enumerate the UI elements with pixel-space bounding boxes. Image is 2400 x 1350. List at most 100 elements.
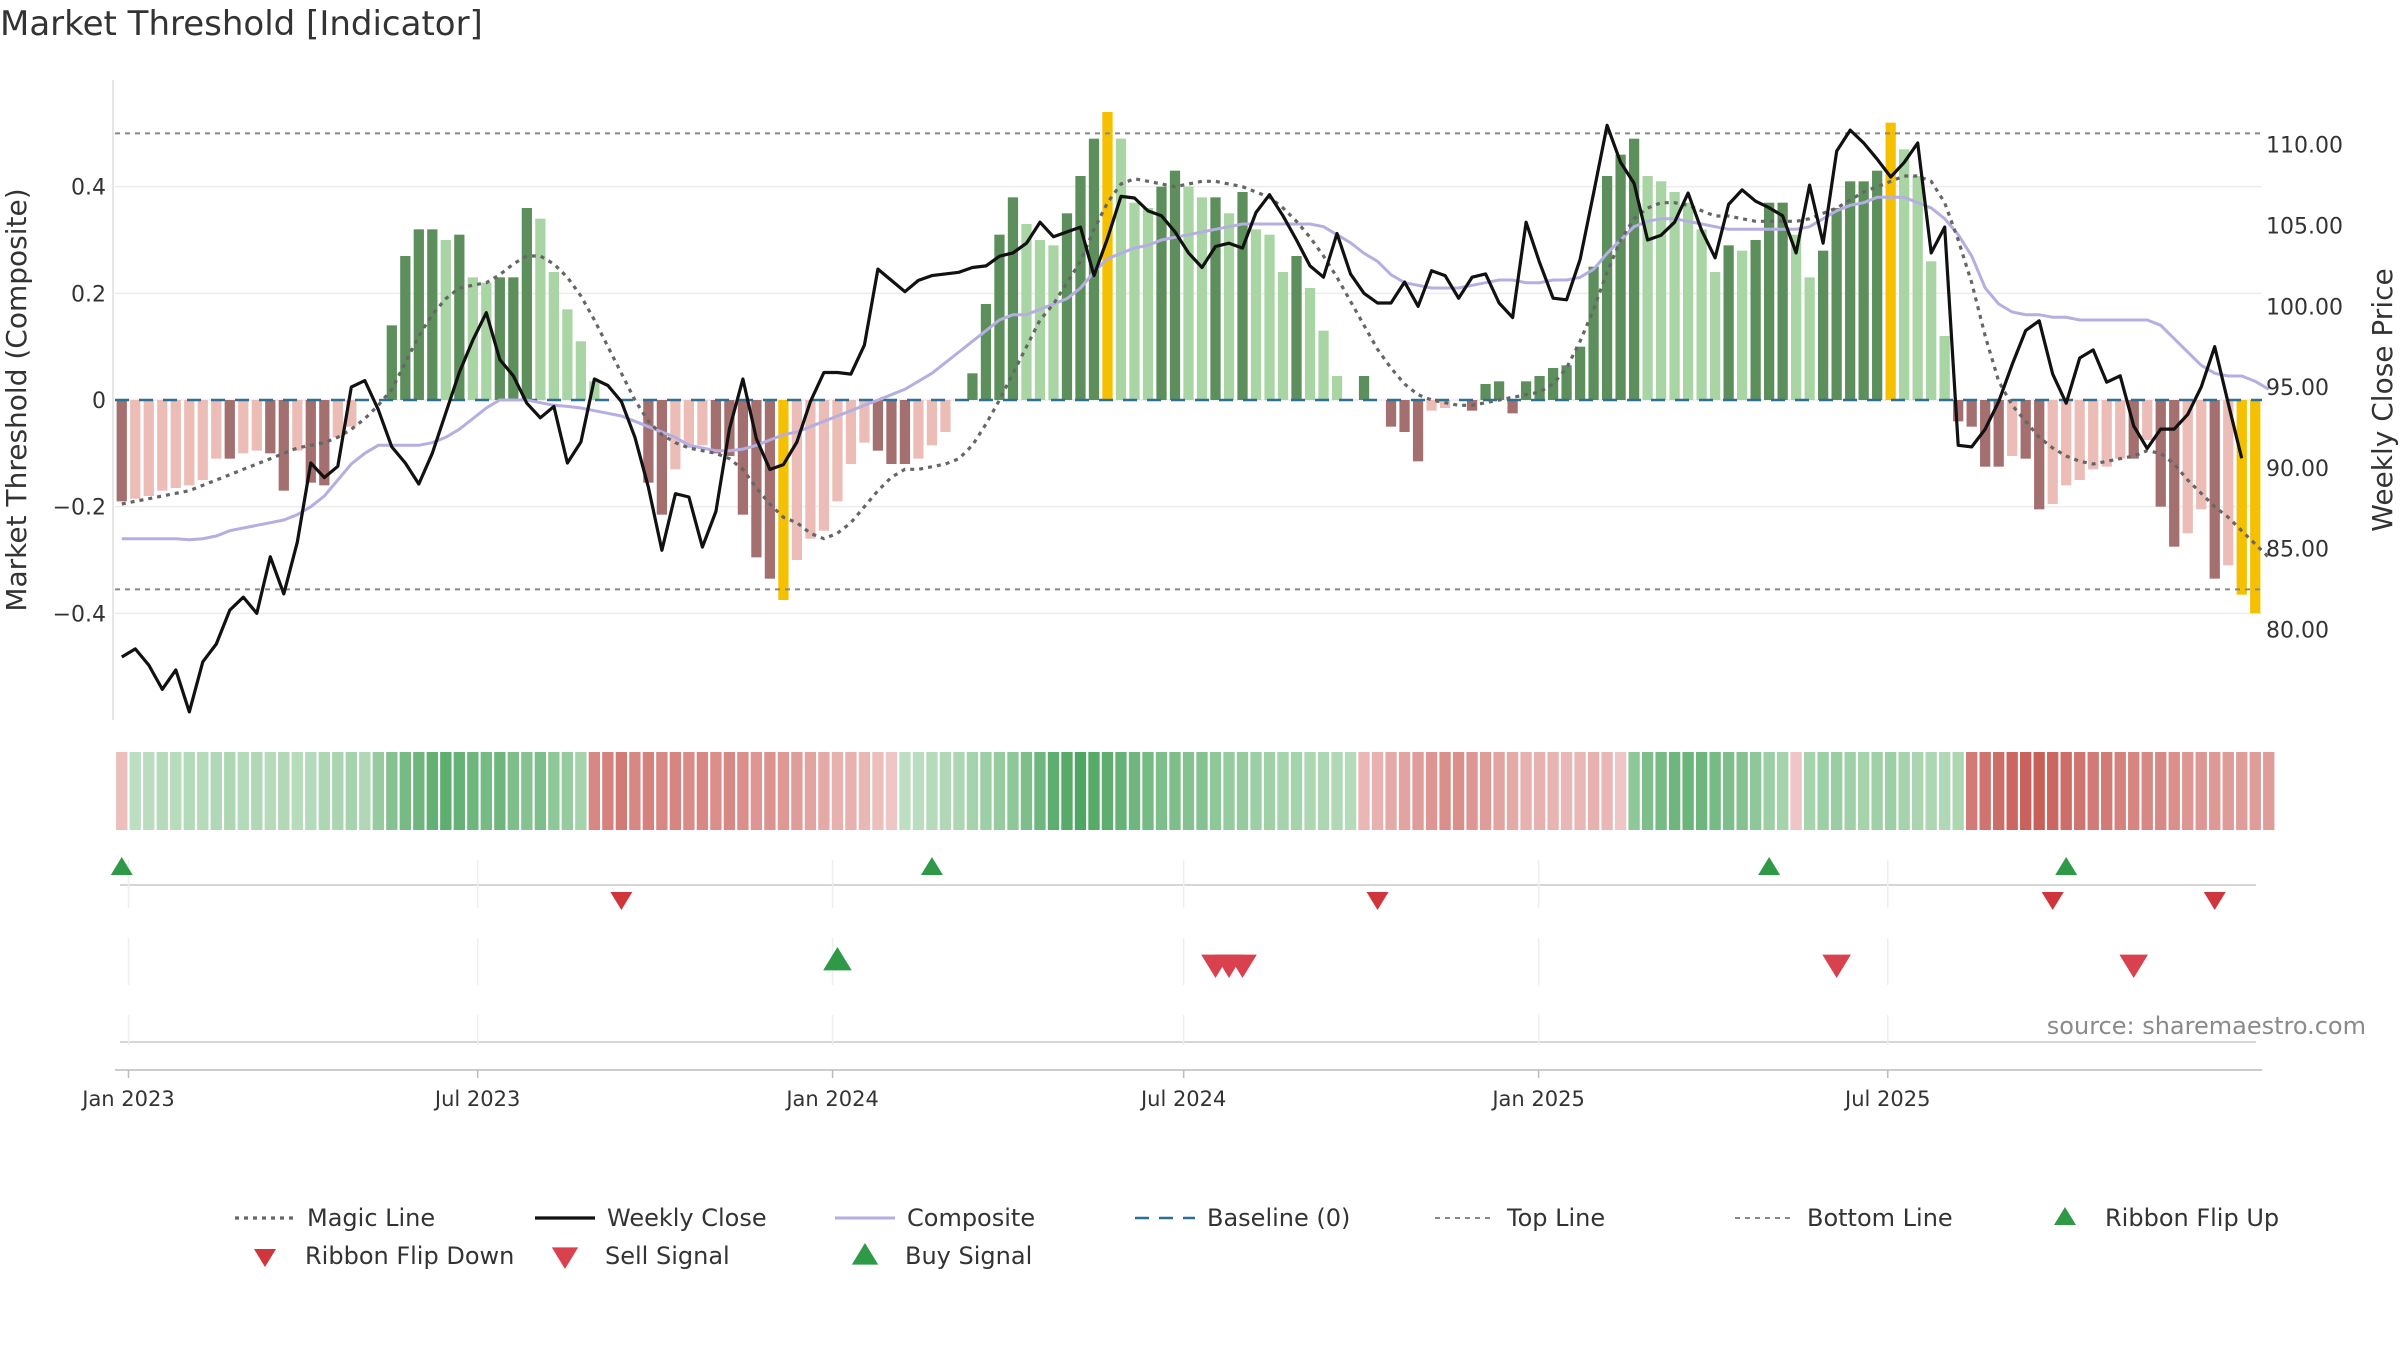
ribbon-cell	[1115, 752, 1127, 830]
ribbon-cell	[440, 752, 452, 830]
composite-bar	[2007, 400, 2018, 456]
composite-bar	[1912, 176, 1923, 400]
ribbon-cell	[291, 752, 303, 830]
composite-bar	[1601, 176, 1613, 400]
ribbon-cell	[2182, 752, 2194, 830]
composite-bar	[751, 400, 762, 558]
ribbon-cell	[1506, 752, 1519, 830]
ribbon-cell	[1304, 752, 1316, 830]
composite-bar	[683, 400, 695, 448]
y2-tick-label: 95.00	[2266, 376, 2329, 401]
composite-bar	[1385, 400, 1397, 427]
legend-item-buy: Buy Signal	[851, 1242, 1032, 1270]
y2-tick-label: 85.00	[2266, 538, 2329, 563]
legend-swatch	[551, 1247, 579, 1269]
composite-bar	[1129, 202, 1140, 400]
ribbon-cell	[1277, 752, 1289, 830]
ribbon-cell	[1817, 752, 1829, 830]
ribbon-cell	[710, 752, 722, 830]
ribbon-cell	[1101, 752, 1114, 830]
ribbon-cell	[872, 752, 884, 830]
ribbon-cell	[2236, 752, 2248, 830]
x-tick-label: Jul 2024	[1139, 1087, 1226, 1111]
source-note: source: sharemaestro.com	[2047, 1012, 2366, 1040]
ribbon-cell	[1790, 752, 1802, 830]
ribbon-cell	[278, 752, 290, 830]
ribbon-cell	[1749, 752, 1762, 830]
composite-bar	[967, 373, 978, 400]
ribbon-cell	[737, 752, 749, 830]
composite-bar	[2034, 400, 2045, 510]
ribbon-cell	[791, 752, 803, 830]
ribbon-cell	[413, 752, 425, 830]
composite-bars	[116, 112, 2261, 614]
composite-bar	[778, 400, 789, 600]
composite-bar	[305, 400, 316, 483]
x-tick-label: Jul 2025	[1843, 1087, 1930, 1111]
composite-bar	[184, 400, 195, 486]
composite-bar	[1399, 400, 1410, 432]
legend-label: Top Line	[1506, 1204, 1605, 1232]
ribbon-cell	[2114, 752, 2126, 830]
composite-bar	[1318, 330, 1329, 400]
composite-bar	[1682, 202, 1694, 400]
composite-bar	[764, 400, 776, 579]
composite-bar	[1048, 245, 1059, 400]
ribbon-cell	[1209, 752, 1222, 830]
composite-bar	[116, 400, 127, 502]
ribbon-cell	[1155, 752, 1168, 830]
ribbon-cell	[1263, 752, 1276, 830]
composite-bar	[670, 400, 681, 470]
composite-bar	[1993, 400, 2004, 467]
ribbon-cell	[966, 752, 979, 830]
legend-item-composite: Composite	[835, 1204, 1035, 1232]
composite-bar	[1642, 176, 1653, 400]
composite-bar	[1939, 336, 1950, 400]
composite-bar	[2101, 400, 2112, 467]
composite-bar	[818, 400, 830, 531]
composite-bar	[1034, 240, 1046, 400]
legend-swatch	[851, 1243, 879, 1265]
composite-bar	[1588, 266, 1599, 400]
y2-tick-label: 80.00	[2266, 618, 2329, 643]
ribbon-cell	[183, 752, 195, 830]
ribbon-cell	[305, 752, 317, 830]
sell-signal-marker	[1822, 954, 1851, 978]
legend-item-flip_up: Ribbon Flip Up	[2054, 1204, 2279, 1232]
composite-bar	[1723, 245, 1734, 400]
ribbon-flip-down-marker	[2041, 892, 2064, 910]
y2-axis-label: Weekly Close Price	[2366, 268, 2399, 531]
sell-signal-marker	[2119, 954, 2149, 978]
ribbon-cell	[2249, 752, 2261, 830]
ribbon-cell	[1601, 752, 1613, 830]
ribbon-cell	[1128, 752, 1141, 830]
ribbon-cell	[467, 752, 479, 830]
ribbon-cell	[1993, 752, 2005, 830]
legend-swatch	[2054, 1207, 2076, 1225]
y2-tick-label: 100.00	[2266, 295, 2343, 320]
composite-bar	[1831, 208, 1842, 400]
composite-bar	[1507, 400, 1518, 414]
ribbon-cell	[575, 752, 587, 830]
composite-bar	[224, 400, 235, 459]
y2-tick-label: 90.00	[2266, 457, 2329, 482]
buy-signal-marker	[823, 947, 852, 971]
composite-bar	[1534, 376, 1545, 400]
ribbon-cell	[858, 752, 871, 830]
ribbon-cell	[494, 752, 506, 830]
legend-label: Sell Signal	[605, 1242, 730, 1270]
chart-title: Market Threshold [Indicator]	[0, 4, 483, 44]
composite-bar	[1088, 138, 1100, 400]
composite-bar	[575, 341, 586, 400]
ribbon-cell	[345, 752, 357, 830]
composite-bar	[899, 400, 911, 464]
ribbon-cell	[1398, 752, 1411, 830]
composite-bar	[1480, 384, 1491, 400]
y-tick-label: −0.4	[53, 602, 106, 627]
ribbon-cell	[669, 752, 682, 830]
ribbon-cell	[1520, 752, 1532, 830]
y2-tick-label: 105.00	[2266, 214, 2343, 239]
ribbon-cell	[1763, 752, 1775, 830]
ribbon-cell	[1628, 752, 1640, 830]
legend-label: Composite	[907, 1204, 1035, 1232]
